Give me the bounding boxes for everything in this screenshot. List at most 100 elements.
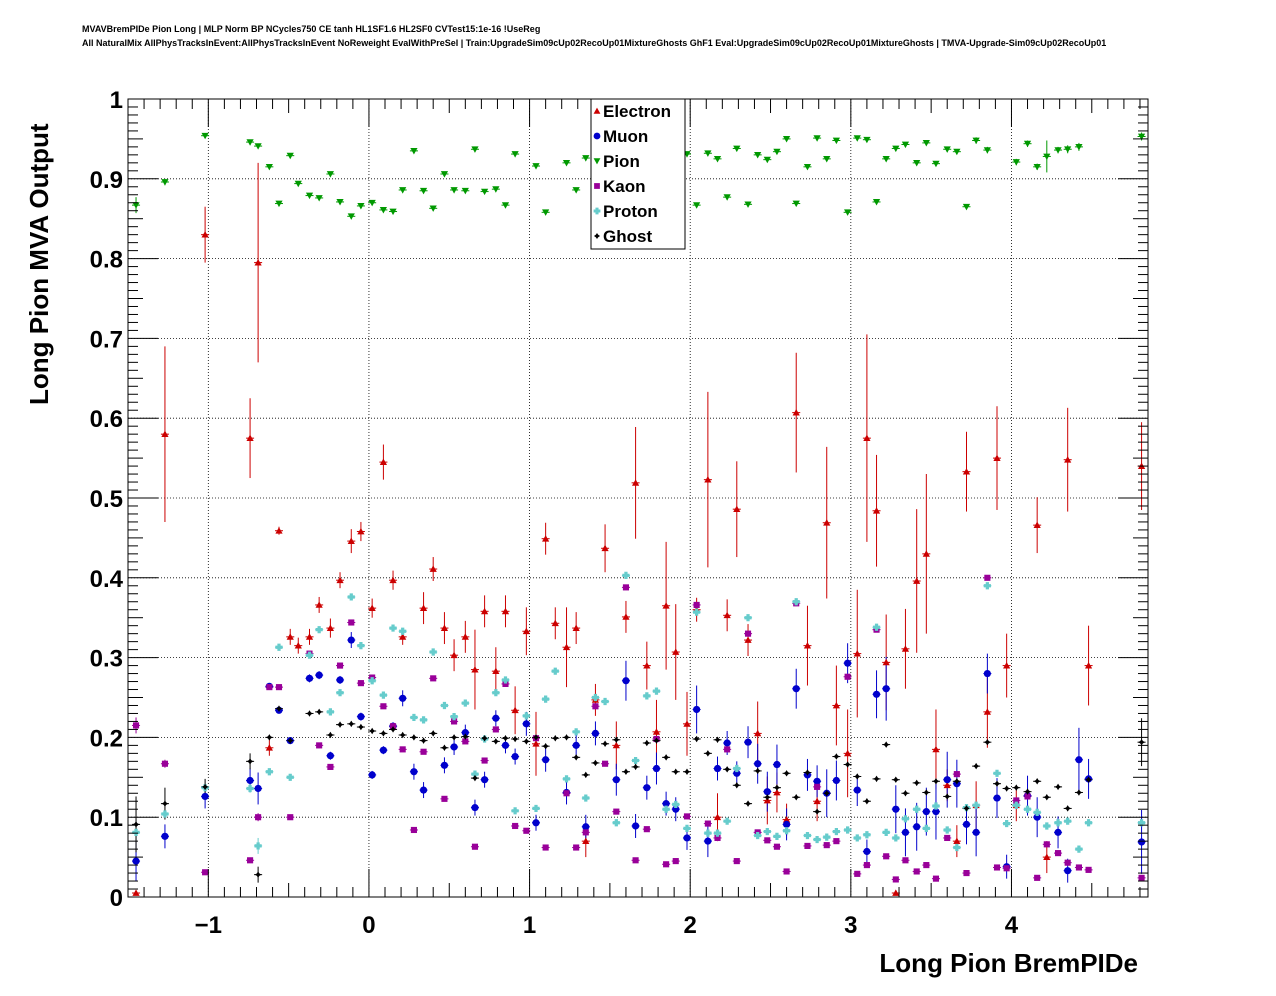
data-point <box>882 155 890 163</box>
data-point <box>643 661 651 669</box>
data-point <box>601 740 609 748</box>
data-point <box>723 194 731 201</box>
y-tick-label: 0 <box>110 885 123 912</box>
data-point <box>601 544 609 552</box>
y-tick-label: 0.3 <box>90 646 123 673</box>
data-point <box>932 875 940 882</box>
data-point <box>582 155 590 162</box>
data-point <box>572 187 580 194</box>
data-point <box>792 685 800 693</box>
data-point <box>773 148 781 156</box>
data-point <box>953 771 960 778</box>
data-point <box>892 834 900 842</box>
data-point <box>932 160 940 168</box>
data-point <box>399 746 406 753</box>
data-point <box>563 790 570 797</box>
data-point <box>963 805 970 812</box>
data-point <box>872 199 881 206</box>
data-point <box>823 833 831 841</box>
data-point <box>552 734 559 742</box>
data-point <box>368 727 376 735</box>
legend-entry-proton: Proton <box>593 202 658 221</box>
data-point <box>943 826 951 834</box>
data-point <box>294 180 302 188</box>
data-point <box>1033 778 1041 785</box>
data-point <box>962 820 971 828</box>
data-point <box>723 817 731 825</box>
data-point <box>724 746 731 753</box>
data-point <box>704 829 712 837</box>
data-point <box>132 821 140 828</box>
data-point <box>511 735 519 743</box>
data-point <box>247 857 254 864</box>
series-muon <box>132 636 1146 875</box>
data-point <box>643 784 651 792</box>
data-point <box>754 760 762 768</box>
legend: Electron Muon Pion Kaon Proton Ghost <box>590 98 686 250</box>
x-tick-label: 2 <box>684 912 697 939</box>
data-point <box>1138 738 1145 746</box>
data-point <box>662 602 670 609</box>
data-point <box>922 824 930 832</box>
data-point <box>901 828 910 836</box>
data-point <box>854 870 861 877</box>
data-point <box>1064 456 1072 463</box>
data-point <box>783 868 790 875</box>
data-point <box>1054 819 1062 827</box>
data-point <box>792 409 800 416</box>
data-point <box>419 604 428 612</box>
data-point <box>1043 153 1051 161</box>
data-point <box>429 565 437 572</box>
data-point <box>336 676 344 684</box>
data-point <box>286 737 294 744</box>
data-point <box>953 837 961 845</box>
data-point <box>813 777 821 785</box>
legend-marker <box>593 232 601 240</box>
data-point <box>592 759 599 767</box>
data-point <box>901 141 910 149</box>
data-point <box>327 763 334 770</box>
data-point <box>763 827 771 836</box>
legend-marker <box>593 107 601 114</box>
legend-label: Electron <box>603 102 671 121</box>
data-point <box>922 550 930 557</box>
data-point <box>723 739 731 747</box>
data-point <box>763 156 771 164</box>
data-point <box>336 576 344 584</box>
data-point <box>347 636 355 644</box>
data-point <box>913 577 921 584</box>
data-point <box>532 734 540 741</box>
data-point <box>132 857 140 865</box>
data-point <box>832 137 840 145</box>
data-point <box>471 804 479 812</box>
data-point <box>901 815 910 823</box>
data-point <box>643 826 650 833</box>
data-point <box>953 778 961 785</box>
legend-entry-ghost: Ghost <box>593 227 652 246</box>
data-point <box>1085 776 1092 783</box>
data-point <box>613 808 620 815</box>
data-point <box>532 819 540 827</box>
data-point <box>744 636 752 643</box>
axis-ticks <box>127 98 1148 898</box>
data-point <box>512 822 519 830</box>
y-tick-label: 0.6 <box>90 406 123 433</box>
data-point <box>783 770 790 777</box>
data-point <box>572 754 580 761</box>
data-point <box>542 844 549 851</box>
data-point <box>944 834 951 842</box>
data-point <box>1003 785 1010 792</box>
data-point <box>782 827 791 835</box>
data-point <box>693 705 701 714</box>
data-point <box>643 739 651 747</box>
data-point <box>462 733 469 740</box>
data-point <box>813 808 821 815</box>
data-point <box>744 201 752 208</box>
data-point <box>1012 801 1020 809</box>
data-point <box>315 195 323 202</box>
data-point <box>652 764 661 773</box>
data-point <box>863 798 871 805</box>
legend-entry-muon: Muon <box>593 127 648 146</box>
data-point <box>441 795 448 802</box>
